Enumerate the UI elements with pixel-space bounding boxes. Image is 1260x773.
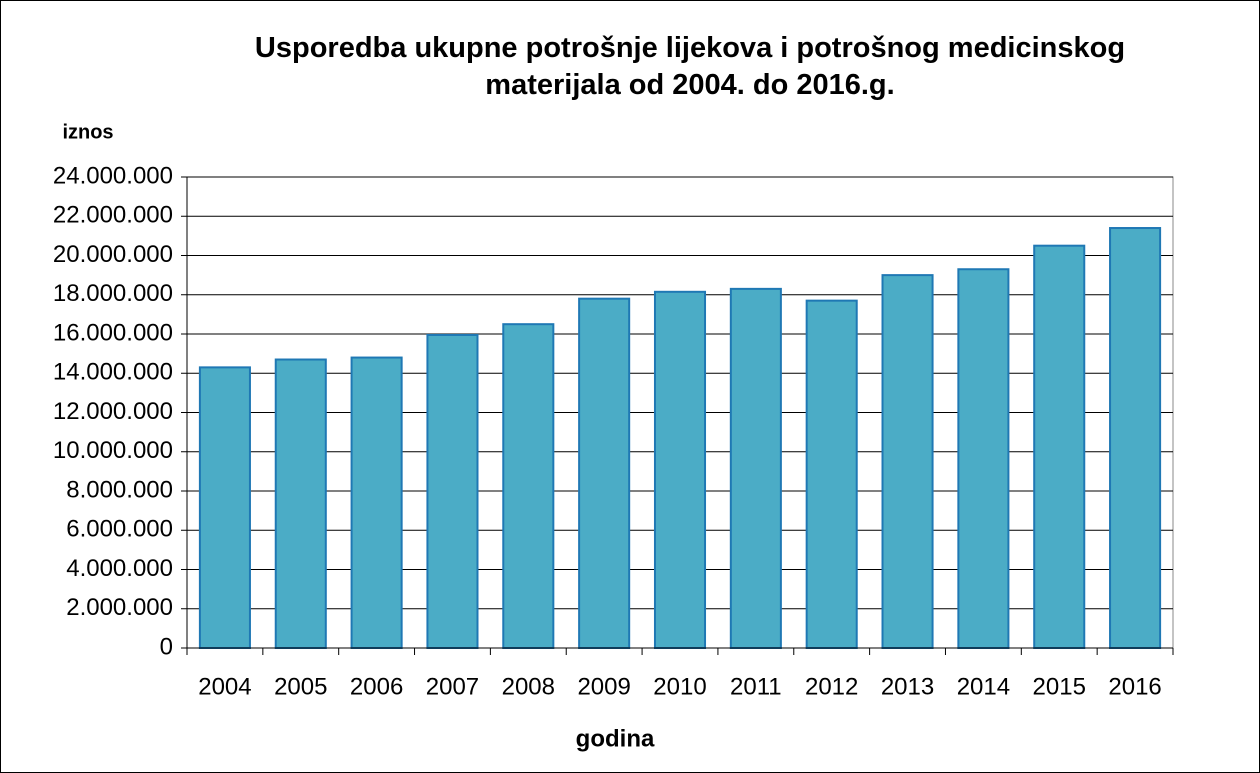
bar xyxy=(653,290,707,649)
y-tick-label: 8.000.000 xyxy=(66,476,173,503)
bar xyxy=(729,287,782,649)
y-tick-label: 2.000.000 xyxy=(66,594,173,621)
x-tick-label: 2010 xyxy=(653,673,706,700)
x-tick-label: 2014 xyxy=(957,673,1010,700)
y-tick-label: 0 xyxy=(160,633,173,660)
bar xyxy=(350,356,403,649)
y-tick-label: 18.000.000 xyxy=(53,280,173,307)
x-tick-label: 2011 xyxy=(730,673,782,700)
x-axis-label: godina xyxy=(576,725,655,752)
x-tick-label: 2016 xyxy=(1108,673,1161,700)
x-tick-label: 2015 xyxy=(1033,673,1086,700)
x-tick-label: 2013 xyxy=(881,673,934,700)
bar xyxy=(198,366,251,649)
bar xyxy=(426,333,479,649)
bar xyxy=(1033,244,1086,649)
y-tick-label: 16.000.000 xyxy=(53,319,173,346)
y-tick-label: 10.000.000 xyxy=(53,437,173,464)
bar xyxy=(274,358,327,649)
x-tick-label: 2005 xyxy=(274,673,327,700)
bar xyxy=(957,268,1010,649)
x-tick-label: 2007 xyxy=(426,673,479,700)
bar xyxy=(805,299,858,649)
x-tick-label: 2006 xyxy=(350,673,403,700)
y-tick-label: 6.000.000 xyxy=(66,516,173,543)
y-tick-label: 24.000.000 xyxy=(53,162,173,189)
bar xyxy=(881,274,934,649)
bar xyxy=(502,323,555,649)
chart-title: Usporedba ukupne potrošnje lijekova i po… xyxy=(254,32,1126,101)
y-tick-label: 4.000.000 xyxy=(66,555,173,582)
bar xyxy=(578,297,631,649)
x-tick-label: 2012 xyxy=(805,673,858,700)
x-tick-label: 2004 xyxy=(198,673,251,700)
y-tick-label: 20.000.000 xyxy=(53,241,173,268)
y-tick-label: 22.000.000 xyxy=(53,202,173,229)
x-tick-label: 2008 xyxy=(502,673,555,700)
y-tick-label: 12.000.000 xyxy=(53,398,173,425)
y-tick-label: 14.000.000 xyxy=(53,359,173,386)
x-tick-label: 2009 xyxy=(577,673,630,700)
bar xyxy=(1109,227,1162,649)
y-axis-label: iznos xyxy=(62,121,113,143)
